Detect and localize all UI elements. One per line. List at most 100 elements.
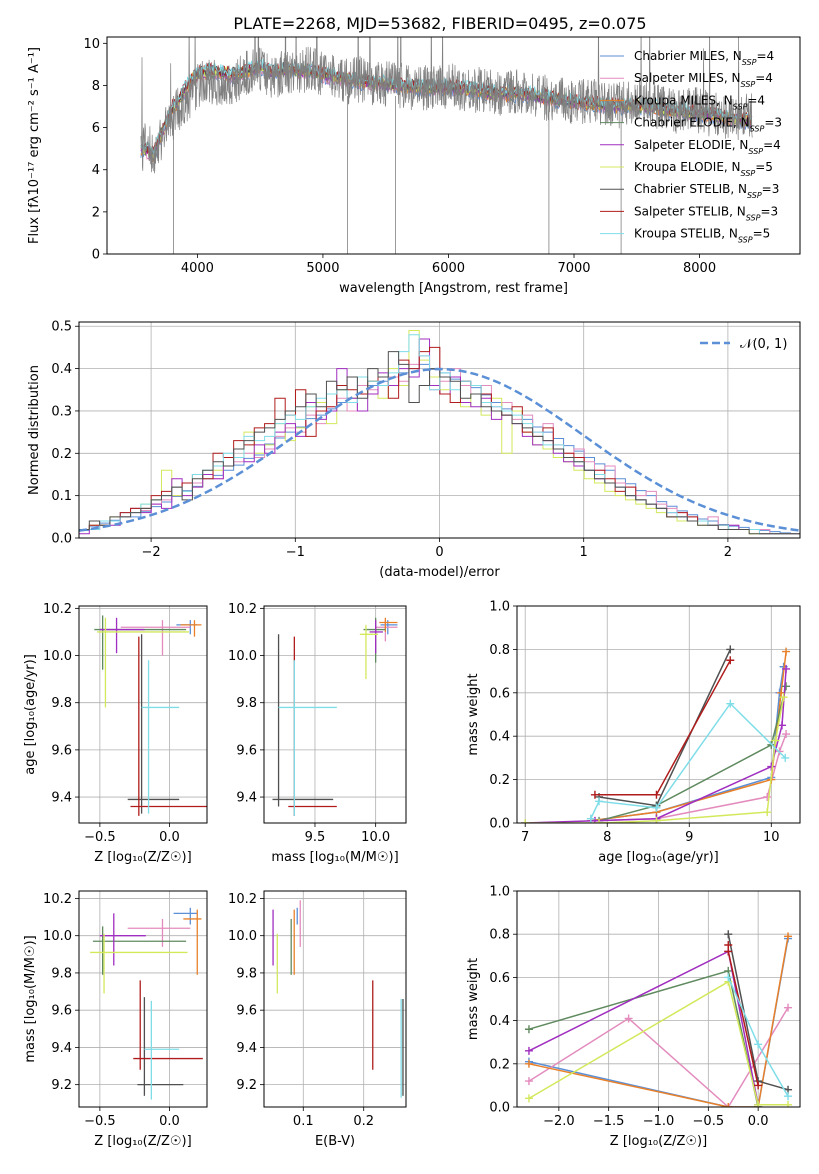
weight-marker: [724, 973, 733, 982]
axes-frame: [263, 605, 407, 824]
weight-line: [528, 950, 759, 1105]
y-axis-label: mass weight: [466, 958, 481, 1040]
weight-marker: [521, 819, 530, 823]
x-tick-label: 1: [580, 545, 588, 560]
data-spectrum: [140, 37, 753, 254]
legend-subscript: SSP: [747, 191, 762, 200]
x-axis-label: age [log₁₀(age/yr)]: [598, 850, 719, 865]
data-age-vs-mass: [272, 617, 398, 816]
legend-label: Chabrier ELODIE, NSSP=3: [634, 116, 782, 134]
y-tick-label: 0.8: [489, 928, 510, 943]
y-tick-label: 9.6: [51, 1004, 72, 1019]
x-tick-label: 0.0: [159, 830, 180, 845]
ticks-weight-vs-Z: −2.0 −1.5 −1.0 −0.5 0.0 0.0 0.2 0.4 0.6 0.8 1.0: [489, 885, 768, 1130]
y-axis-label: Normed distribution: [27, 365, 42, 495]
y-tick-label: 10.2: [43, 602, 72, 617]
weight-marker: [784, 932, 793, 941]
weight-marker: [782, 682, 791, 691]
weight-marker: [782, 664, 791, 673]
weight-line: [598, 649, 731, 807]
x-axis-label: Z [log₁₀(Z/Z☉)]: [94, 850, 191, 865]
weight-marker: [524, 1077, 533, 1086]
y-tick-label: 9.8: [51, 966, 72, 981]
y-tick-label: 0.2: [489, 773, 510, 788]
weight-marker: [524, 1025, 533, 1034]
x-axis-label: E(B-V): [315, 1134, 355, 1149]
data-weight-vs-Z: [524, 930, 793, 1107]
axes-frame: [516, 890, 801, 1108]
weight-marker: [595, 797, 604, 806]
ticks-mass-vs-Z: −0.5 0.0 9.2 9.4 9.6 9.8 10.0 10.2: [43, 892, 180, 1129]
y-tick-label: 0.1: [51, 489, 72, 504]
y-tick-label: 10.2: [43, 892, 72, 907]
weight-marker: [754, 1040, 763, 1049]
x-tick-label: 7000: [557, 261, 590, 276]
x-axis-label: mass [log₁₀(M/M☉)]: [271, 850, 398, 865]
y-tick-label: 0.4: [51, 362, 72, 377]
x-tick-label: 0.0: [748, 1114, 769, 1129]
y-tick-label: 10.2: [228, 892, 257, 907]
y-tick-label: 0.8: [489, 643, 510, 658]
legend-label: Kroupa ELODIE, NSSP=5: [634, 160, 773, 178]
y-tick-label: 10.2: [228, 602, 257, 617]
x-tick-label: 0.2: [353, 1114, 374, 1129]
weight-marker: [724, 930, 733, 939]
x-tick-label: 0: [435, 545, 443, 560]
weight-line: [528, 980, 788, 1106]
ticks-weight-vs-age: 7 8 9 10 0.0 0.2 0.4 0.6 0.8 1.0: [489, 600, 779, 846]
legend-subscript: SSP: [738, 235, 753, 244]
y-tick-label: 0.5: [51, 320, 72, 335]
weight-line: [594, 659, 731, 796]
weight-marker: [652, 803, 661, 812]
y-tick-label: 9.6: [236, 743, 257, 758]
legend-subscript: SSP: [742, 58, 757, 67]
y-tick-label: 9.4: [236, 1041, 257, 1056]
x-tick-label: 9: [685, 830, 693, 845]
x-tick-label: 5000: [306, 261, 339, 276]
weight-line: [528, 936, 789, 1107]
weight-marker: [586, 814, 595, 823]
legend-label: Salpeter ELODIE, NSSP=4: [634, 138, 781, 156]
ticks-age-vs-mass: 9.5 10.0 9.4 9.6 9.8 10.0 10.2: [228, 602, 390, 845]
x-tick-label: 2: [724, 545, 732, 560]
weight-marker: [784, 1003, 793, 1012]
grid-age-vs-mass: [264, 606, 406, 823]
y-tick-label: 9.4: [51, 1041, 72, 1056]
y-tick-label: 9.2: [236, 1078, 257, 1093]
x-tick-label: 0.0: [159, 1114, 180, 1129]
weight-marker: [724, 947, 733, 956]
weight-marker: [779, 693, 788, 702]
weight-marker: [726, 699, 735, 708]
weight-marker: [777, 721, 786, 730]
x-tick-label: 7: [521, 830, 529, 845]
y-tick-label: 9.6: [236, 1004, 257, 1019]
weight-line: [525, 668, 787, 823]
y-tick-label: 1.0: [489, 885, 510, 900]
x-tick-label: 10: [763, 830, 780, 845]
y-tick-label: 0.4: [489, 1014, 510, 1029]
ticks-spectrum: 4000 5000 6000 7000 8000 0 2 4 6 8 10: [83, 37, 716, 276]
legend-label: Kroupa MILES, NSSP=4: [634, 93, 765, 111]
x-tick-label: 0.1: [293, 1114, 314, 1129]
axes-frame: [106, 36, 801, 255]
axes-age-vs-mass: 9.5 10.0 9.4 9.6 9.8 10.0 10.2 mass [log₁₀(M/M☉…: [228, 602, 407, 865]
y-tick-label: 10.0: [228, 649, 257, 664]
legend-subscript: SSP: [750, 124, 765, 133]
weight-marker: [524, 1094, 533, 1103]
legend-label: Salpeter MILES, NSSP=4: [634, 71, 773, 89]
legend-subscript: SSP: [741, 80, 756, 89]
y-tick-label: 0.2: [51, 447, 72, 462]
data-residuals: [79, 329, 800, 535]
x-axis-label: Z [log₁₀(Z/Z☉)]: [610, 1134, 707, 1149]
y-tick-label: 0.3: [51, 404, 72, 419]
weight-marker: [724, 1103, 733, 1107]
y-tick-label: 0.2: [489, 1057, 510, 1072]
weight-marker: [754, 1081, 763, 1090]
figure-title: PLATE=2268, MJD=53682, FIBERID=0495, z=0…: [233, 14, 646, 33]
weight-line: [528, 969, 759, 1107]
y-tick-label: 9.8: [51, 696, 72, 711]
ticks-residuals: −2 −1 0 1 2 0.0 0.1 0.2 0.3 0.4 0.5: [51, 320, 732, 560]
axes-frame: [263, 890, 407, 1108]
axes-weight-vs-age: 7 8 9 10 0.0 0.2 0.4 0.6 0.8 1.0 age [log₁₀(age/yr…: [466, 600, 801, 865]
